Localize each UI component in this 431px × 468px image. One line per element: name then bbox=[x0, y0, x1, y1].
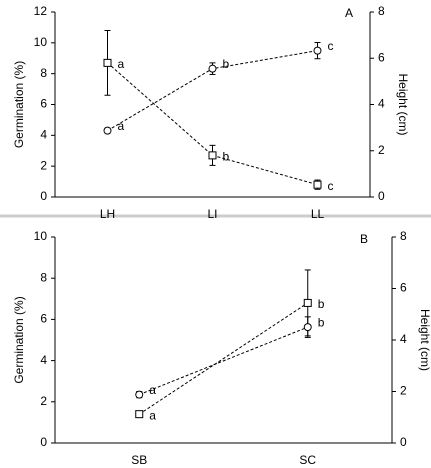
point-label: b bbox=[223, 57, 230, 71]
point-label: c bbox=[328, 179, 334, 193]
point bbox=[103, 126, 112, 135]
point bbox=[103, 58, 112, 67]
y-tick-label: 8 bbox=[40, 270, 47, 284]
point-label: a bbox=[118, 57, 125, 71]
y-tick-label: 0 bbox=[40, 189, 47, 203]
y-tick-label: 10 bbox=[34, 229, 48, 243]
y-tick-label: 6 bbox=[40, 312, 47, 326]
y-tick-label: 2 bbox=[40, 394, 47, 408]
y2-tick-label: 0 bbox=[378, 189, 385, 203]
y2-axis-title: Height (cm) bbox=[418, 309, 431, 371]
point bbox=[135, 390, 144, 399]
point bbox=[208, 151, 217, 160]
y2-tick-label: 6 bbox=[378, 50, 385, 64]
x-tick-label: LH bbox=[100, 207, 115, 221]
panel-label: B bbox=[360, 232, 368, 246]
y2-tick-label: 8 bbox=[400, 229, 407, 243]
point bbox=[303, 323, 312, 332]
point-label: a bbox=[149, 383, 156, 397]
point-label: a bbox=[149, 408, 156, 422]
y-tick-label: 10 bbox=[34, 35, 48, 49]
y2-tick-label: 4 bbox=[400, 332, 407, 346]
y-tick-label: 6 bbox=[40, 97, 47, 111]
y-tick-label: 8 bbox=[40, 66, 47, 80]
y-axis-title: Germination (%) bbox=[12, 296, 26, 383]
x-tick-label: SB bbox=[131, 453, 147, 467]
point bbox=[208, 64, 217, 73]
point-label: a bbox=[118, 119, 125, 133]
y-axis-title: Germination (%) bbox=[12, 61, 26, 148]
y-tick-label: 12 bbox=[34, 4, 48, 18]
point bbox=[135, 410, 144, 419]
point-label: c bbox=[328, 39, 334, 53]
point bbox=[313, 180, 322, 189]
series-line bbox=[139, 326, 308, 396]
y2-axis-title: Height (cm) bbox=[396, 73, 410, 135]
y2-tick-label: 0 bbox=[400, 435, 407, 449]
point bbox=[303, 298, 312, 307]
point bbox=[313, 46, 322, 55]
x-tick-label: LL bbox=[311, 207, 325, 221]
y-tick-label: 4 bbox=[40, 128, 47, 142]
y2-tick-label: 2 bbox=[378, 143, 385, 157]
point-label: b bbox=[318, 297, 325, 311]
panel-label: A bbox=[345, 6, 353, 20]
y2-tick-label: 6 bbox=[400, 281, 407, 295]
series-line bbox=[107, 62, 318, 186]
y2-tick-label: 4 bbox=[378, 97, 385, 111]
y2-tick-label: 2 bbox=[400, 384, 407, 398]
x-tick-label: SC bbox=[299, 453, 316, 467]
y-tick-label: 2 bbox=[40, 158, 47, 172]
point-label: b bbox=[223, 150, 230, 164]
point-label: b bbox=[318, 315, 325, 329]
series-line bbox=[138, 302, 309, 415]
y-tick-label: 4 bbox=[40, 353, 47, 367]
y2-tick-label: 8 bbox=[378, 4, 385, 18]
x-tick-label: LI bbox=[207, 207, 217, 221]
y-tick-label: 0 bbox=[40, 435, 47, 449]
